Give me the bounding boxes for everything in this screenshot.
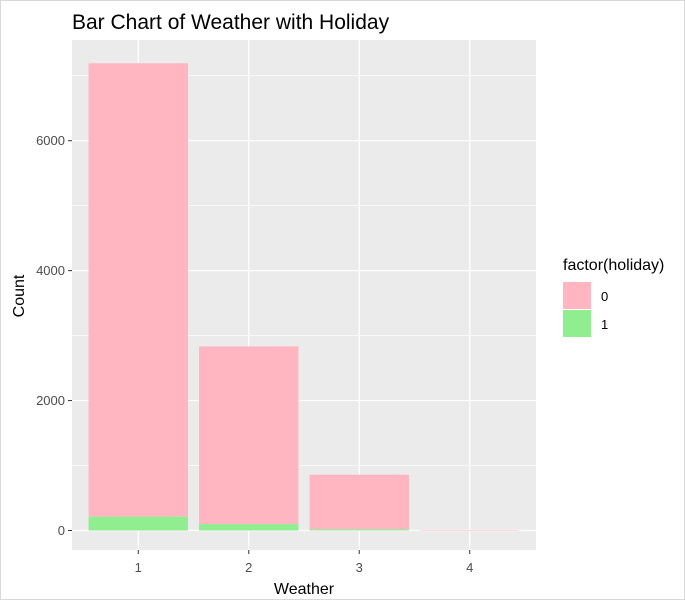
legend-title: factor(holiday) — [563, 257, 664, 274]
y-tick-label: 4000 — [36, 263, 65, 278]
bar-weather-1-holiday-0 — [88, 63, 188, 517]
legend-key-0 — [563, 282, 591, 309]
bar-weather-3-holiday-1 — [309, 529, 409, 531]
chart-title: Bar Chart of Weather with Holiday — [72, 11, 390, 34]
y-tick-label: 0 — [58, 523, 65, 538]
bar-weather-2-holiday-1 — [199, 524, 299, 531]
legend-key-1 — [563, 310, 591, 337]
x-tick-label: 4 — [466, 560, 473, 575]
x-axis-title: Weather — [274, 581, 335, 598]
legend-label-0: 0 — [601, 289, 608, 304]
legend: factor(holiday) 0 1 — [563, 257, 664, 337]
bar-weather-4-holiday-0 — [420, 530, 520, 531]
x-axis-ticks: 1 2 3 4 — [135, 550, 473, 575]
y-axis-title: Count — [11, 274, 28, 317]
x-tick-label: 3 — [356, 560, 363, 575]
x-tick-label: 1 — [135, 560, 142, 575]
x-tick-label: 2 — [245, 560, 252, 575]
y-axis-ticks: 0 2000 4000 6000 — [36, 133, 72, 538]
bar-weather-3-holiday-0 — [309, 474, 409, 530]
y-tick-label: 2000 — [36, 393, 65, 408]
bar-weather-2-holiday-0 — [199, 346, 299, 525]
legend-label-1: 1 — [601, 317, 608, 332]
y-tick-label: 6000 — [36, 133, 65, 148]
bars — [88, 63, 520, 531]
bar-weather-1-holiday-1 — [88, 516, 188, 531]
